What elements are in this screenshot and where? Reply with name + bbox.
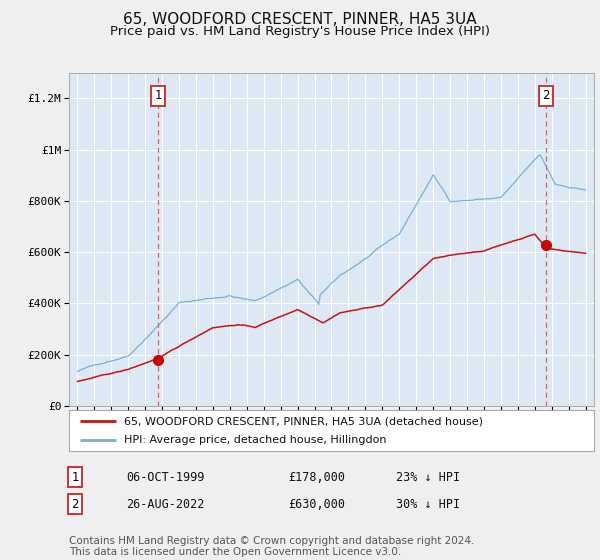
Text: 1: 1 <box>71 470 79 484</box>
Text: 65, WOODFORD CRESCENT, PINNER, HA5 3UA (detached house): 65, WOODFORD CRESCENT, PINNER, HA5 3UA (… <box>124 417 483 426</box>
Text: 2: 2 <box>542 90 550 102</box>
Text: £178,000: £178,000 <box>288 470 345 484</box>
Text: Price paid vs. HM Land Registry's House Price Index (HPI): Price paid vs. HM Land Registry's House … <box>110 25 490 38</box>
Text: 30% ↓ HPI: 30% ↓ HPI <box>396 497 460 511</box>
Text: 23% ↓ HPI: 23% ↓ HPI <box>396 470 460 484</box>
Text: 06-OCT-1999: 06-OCT-1999 <box>126 470 205 484</box>
Text: 26-AUG-2022: 26-AUG-2022 <box>126 497 205 511</box>
Text: Contains HM Land Registry data © Crown copyright and database right 2024.
This d: Contains HM Land Registry data © Crown c… <box>69 535 475 557</box>
Text: 1: 1 <box>154 90 162 102</box>
Text: HPI: Average price, detached house, Hillingdon: HPI: Average price, detached house, Hill… <box>124 435 386 445</box>
Text: 65, WOODFORD CRESCENT, PINNER, HA5 3UA: 65, WOODFORD CRESCENT, PINNER, HA5 3UA <box>123 12 477 27</box>
Text: 2: 2 <box>71 497 79 511</box>
Text: £630,000: £630,000 <box>288 497 345 511</box>
